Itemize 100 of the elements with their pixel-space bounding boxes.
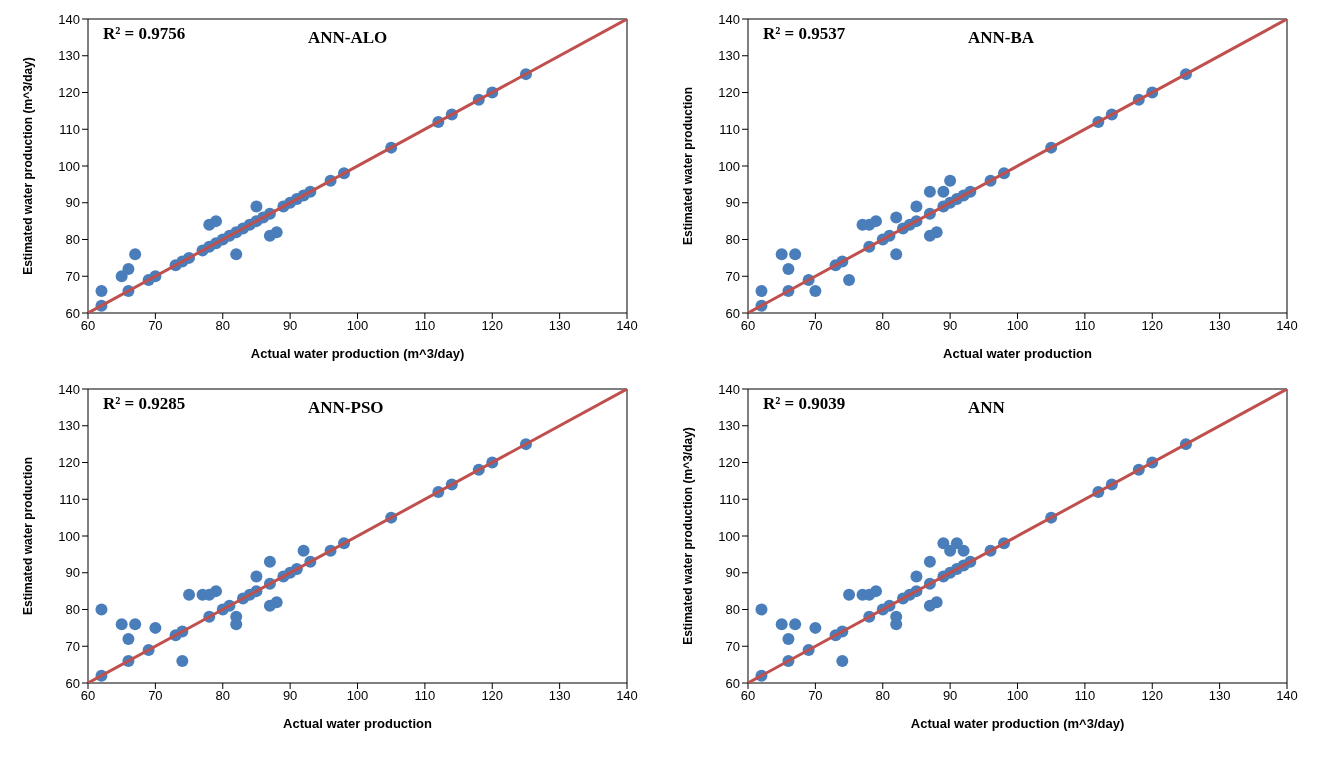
point [210, 215, 223, 228]
point [122, 262, 135, 275]
y-tick-label: 70 [65, 638, 80, 654]
y-tick-label: 110 [719, 121, 740, 137]
point [755, 603, 768, 616]
point [809, 621, 822, 634]
point [937, 185, 950, 198]
y-tick-label: 70 [725, 268, 740, 284]
x-tick-label: 70 [808, 688, 823, 704]
point [115, 270, 128, 283]
y-tick-label: 130 [718, 418, 740, 434]
point [910, 200, 923, 213]
point [129, 248, 142, 261]
point [789, 618, 802, 631]
x-tick-label: 80 [215, 318, 230, 334]
x-tick-label: 70 [148, 318, 163, 334]
point [210, 585, 223, 598]
y-tick-label: 70 [65, 268, 80, 284]
x-tick-label: 60 [80, 318, 96, 334]
point [944, 174, 957, 187]
y-tick-label: 120 [58, 85, 80, 101]
text: ANN-BA [968, 28, 1035, 48]
x-tick-label: 80 [875, 688, 890, 704]
y-tick-label: 140 [718, 381, 740, 397]
y-tick-label: 90 [65, 565, 80, 581]
y-tick-label: 100 [58, 528, 80, 544]
point [957, 544, 970, 557]
point [270, 226, 283, 239]
point [930, 596, 943, 609]
point [843, 588, 856, 601]
y-tick-label: 80 [65, 232, 80, 248]
x-tick-label: 90 [282, 318, 298, 334]
x-tick-label: 70 [808, 318, 823, 334]
y-axis-title: Estimated water production [681, 86, 696, 246]
y-axis-title: Estimated water production [21, 456, 36, 616]
point [230, 248, 243, 261]
y-tick-label: 130 [58, 418, 80, 434]
x-tick-label: 90 [282, 688, 298, 704]
point [944, 544, 957, 557]
y-tick-label: 80 [65, 602, 80, 618]
x-tick-label: 100 [1006, 318, 1029, 334]
x-tick-label: 60 [80, 688, 96, 704]
point [890, 211, 903, 224]
point [183, 588, 196, 601]
text: ANN-ALO [308, 28, 388, 48]
point [95, 284, 108, 297]
point [809, 284, 822, 297]
point [836, 654, 849, 667]
x-tick-label: 90 [942, 318, 958, 334]
x-tick-label: 110 [1074, 318, 1096, 334]
x-tick-label: 110 [414, 688, 436, 704]
x-tick-label: 70 [148, 688, 163, 704]
point [176, 654, 189, 667]
x-tick-label: 60 [740, 318, 756, 334]
x-tick-label: 110 [1074, 688, 1096, 704]
x-tick-label: 110 [414, 318, 436, 334]
y-tick-label: 140 [718, 11, 740, 27]
x-tick-label: 140 [616, 318, 638, 334]
x-tick-label: 90 [942, 688, 958, 704]
point [297, 544, 310, 557]
x-tick-label: 120 [1141, 688, 1164, 704]
y-tick-label: 110 [59, 121, 80, 137]
x-tick-label: 60 [740, 688, 756, 704]
y-tick-label: 60 [65, 675, 80, 691]
annotation: R² = 0.9039 [763, 394, 846, 414]
x-tick-label: 120 [1141, 318, 1164, 334]
x-axis-title: Actual water production [943, 346, 1092, 361]
point [890, 248, 903, 261]
x-tick-label: 130 [548, 318, 571, 334]
point [129, 618, 142, 631]
y-tick-label: 70 [725, 638, 740, 654]
x-axis-title: Actual water production (m^3/day) [250, 346, 465, 361]
x-axis-title: Actual water production (m^3/day) [910, 716, 1125, 731]
y-tick-label: 100 [718, 158, 740, 174]
y-tick-label: 60 [725, 675, 740, 691]
point [789, 248, 802, 261]
point [930, 226, 943, 239]
x-tick-label: 100 [346, 318, 369, 334]
y-axis-title: Estimated water production (m^3/day) [681, 427, 696, 645]
x-axis-title: Actual water production [283, 716, 432, 731]
x-tick-label: 140 [1276, 318, 1298, 334]
point [122, 632, 135, 645]
point [782, 632, 795, 645]
y-tick-label: 120 [58, 455, 80, 471]
x-tick-label: 130 [1208, 318, 1231, 334]
y-axis-title: Estimated water production (m^3/day) [21, 57, 36, 275]
point [843, 273, 856, 286]
point [910, 570, 923, 583]
y-tick-label: 130 [718, 48, 740, 64]
point [950, 537, 963, 550]
x-tick-label: 80 [875, 318, 890, 334]
y-tick-label: 110 [59, 491, 80, 507]
x-tick-label: 140 [616, 688, 638, 704]
x-tick-label: 80 [215, 688, 230, 704]
point [923, 555, 936, 568]
x-tick-label: 120 [481, 688, 504, 704]
y-tick-label: 120 [718, 455, 740, 471]
y-tick-label: 100 [58, 158, 80, 174]
annotation: R² = 0.9285 [103, 394, 186, 414]
y-tick-label: 60 [725, 305, 740, 321]
